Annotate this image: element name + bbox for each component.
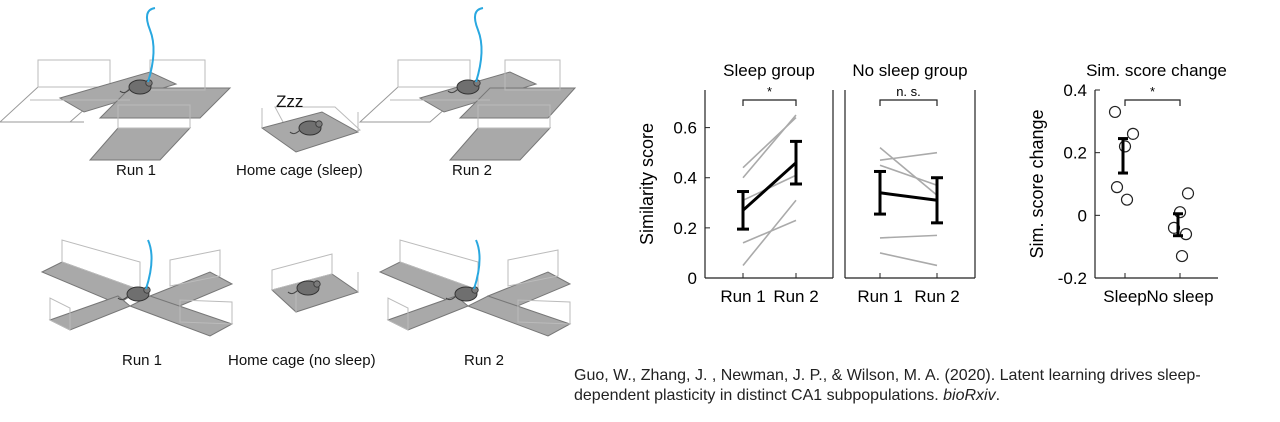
panel3-xtick-label: Sleep [1103, 287, 1146, 306]
panel1-ytick-label: 0 [688, 269, 697, 288]
panel3-significance-label: * [1150, 84, 1155, 99]
panel2-individual-line [879, 147, 938, 196]
home-cage-sleep [260, 106, 361, 153]
panel3-data-point [1173, 206, 1187, 219]
panel1-individual-line [742, 219, 797, 244]
panel1-title: Sleep group [723, 61, 815, 80]
panel3-data-point [1110, 181, 1124, 194]
citation-journal: bioRxiv [943, 387, 996, 404]
h-maze-run2 [358, 7, 577, 161]
label-home-cage-sleep: Home cage (sleep) [236, 162, 363, 179]
citation-end: . [995, 387, 1001, 404]
panel3-data-point [1175, 249, 1189, 263]
tether-line-top-right [473, 7, 484, 83]
plus-maze-run2 [378, 239, 572, 337]
panel2-significance-label: n. s. [896, 84, 921, 99]
panel1-individual-line [742, 199, 797, 266]
panel1-y-label: Similarity score [637, 123, 657, 245]
panel2-title: No sleep group [852, 61, 967, 80]
tether-line-bottom-left [145, 239, 153, 290]
panel3-data-point [1108, 105, 1122, 119]
panel1-individual-line [742, 116, 797, 169]
panel3-significance-bracket [1124, 99, 1181, 106]
home-cage-no-sleep [270, 253, 360, 313]
label-run2-bottom: Run 2 [464, 352, 505, 369]
label-home-cage-no-sleep: Home cage (no sleep) [228, 352, 376, 369]
panel1-significance-bracket [742, 99, 797, 106]
panel2-individual-line [879, 252, 938, 267]
panel1-xtick-label: Run 1 [720, 287, 765, 306]
panel2-xtick-label: Run 1 [857, 287, 902, 306]
panel1-mean-line [741, 161, 798, 212]
label-run1-bottom: Run 1 [122, 352, 163, 369]
panel2-xtick-label: Run 2 [914, 287, 959, 306]
panel3-data-point [1126, 127, 1140, 140]
panel1-ytick-label: 0.6 [673, 119, 697, 138]
panel3-data-point [1118, 140, 1132, 153]
panel3-y-label: Sim. score change [1027, 109, 1047, 258]
panel3-ytick-label: 0 [1078, 206, 1087, 225]
panel3-ytick-label: 0.4 [1063, 81, 1087, 100]
label-run2-top: Run 2 [452, 162, 493, 179]
panel3-ytick-label: 0.2 [1063, 144, 1087, 163]
panel1-ytick-label: 0.2 [673, 219, 697, 238]
tether-line-top-left [145, 7, 156, 83]
label-run1-top: Run 1 [116, 162, 157, 179]
panel2-significance-bracket [879, 99, 938, 106]
sleep-zzz-text: Zzz [276, 92, 304, 111]
panel1-significance-label: * [767, 84, 772, 99]
citation-text: Guo, W., Zhang, J. , Newman, J. P., & Wi… [574, 367, 1201, 404]
panel2-individual-line [879, 234, 938, 239]
panel1-xtick-label: Run 2 [773, 287, 818, 306]
citation: Guo, W., Zhang, J. , Newman, J. P., & Wi… [574, 366, 1274, 406]
panel3-data-point [1179, 228, 1193, 241]
panel3-xtick-label: No sleep [1146, 287, 1213, 306]
panel3-ytick-label: -0.2 [1058, 269, 1087, 288]
panel2-mean-line [879, 191, 938, 202]
panel3-data-point [1181, 187, 1195, 200]
h-maze-run1 [0, 7, 232, 161]
charts-area: Sleep group 0 0.2 0.4 0.6 Similarity score Run… [637, 61, 1227, 306]
panel1-ytick-label: 0.4 [673, 169, 697, 188]
panel3-title: Sim. score change [1086, 61, 1227, 80]
panel2-individual-line [879, 151, 938, 161]
panel2-individual-line [879, 164, 938, 187]
plus-maze-run1 [40, 239, 234, 337]
maze-illustration [0, 7, 577, 337]
tether-line-bottom-right [473, 239, 481, 290]
panel3-data-point [1120, 193, 1134, 206]
